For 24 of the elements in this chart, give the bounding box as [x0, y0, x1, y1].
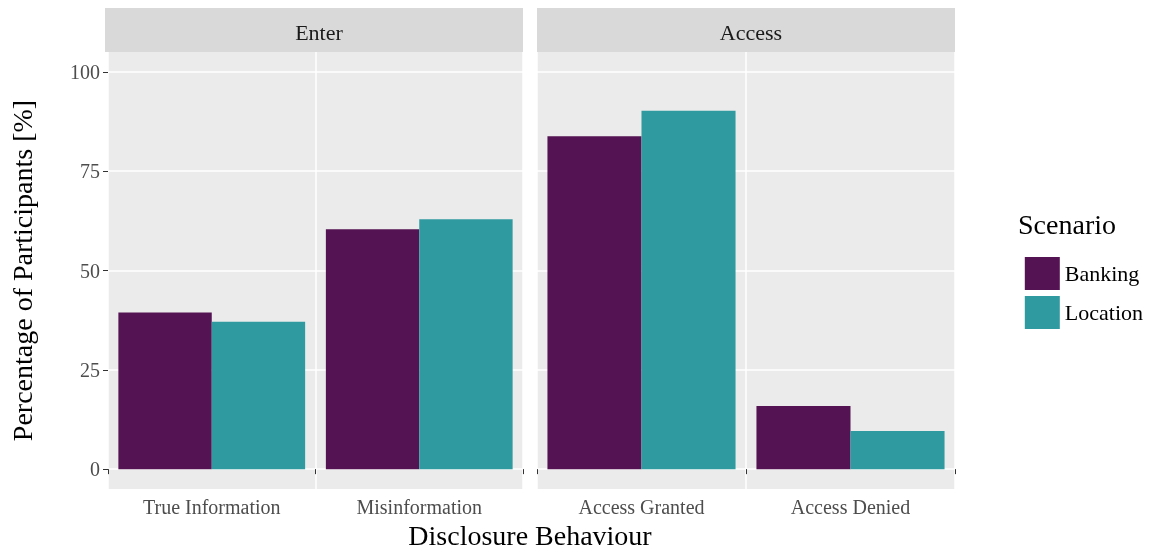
y-tick-label: 50: [80, 259, 100, 282]
x-tick-label: Access Denied: [790, 496, 911, 518]
bar: [850, 431, 945, 470]
y-tick-label: 0: [90, 458, 100, 481]
x-axis-title: Disclosure Behaviour: [408, 520, 652, 552]
bar: [325, 229, 420, 470]
legend-title: Scenario: [1018, 208, 1117, 240]
bar: [641, 110, 736, 470]
bar: [547, 136, 642, 470]
legend-label: Location: [1064, 300, 1144, 325]
y-tick-label: 25: [80, 358, 100, 381]
x-tick-label: Misinformation: [356, 496, 483, 518]
x-tick-label: Access Granted: [578, 496, 705, 518]
y-axis-title: Percentage of Participants [%]: [6, 99, 38, 442]
y-tick-label: 75: [80, 160, 100, 183]
bar: [419, 219, 513, 470]
chart-title: Access: [719, 19, 783, 45]
y-tick-label: 100: [70, 60, 100, 83]
bar: [756, 405, 851, 470]
chart-title: Enter: [295, 19, 344, 45]
x-tick-label: True Information: [142, 496, 281, 518]
bar: [118, 312, 212, 470]
bar: [211, 321, 306, 470]
legend-label: Banking: [1064, 261, 1140, 286]
